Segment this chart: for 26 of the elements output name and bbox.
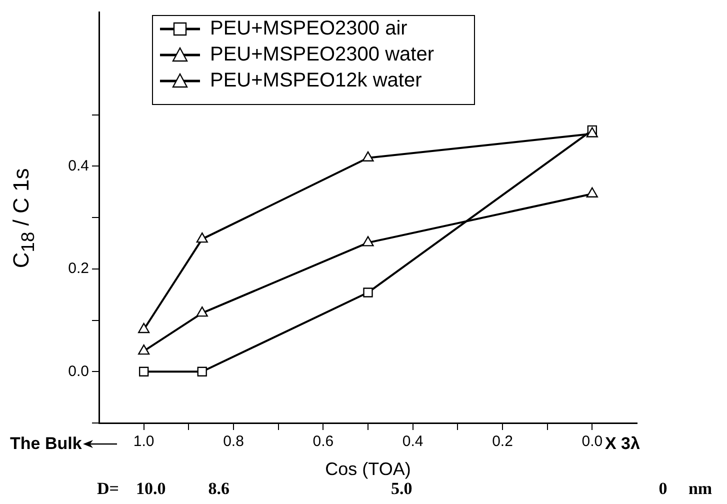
text: D= 10.0 8.6 5.0 0 nm <box>97 479 712 499</box>
text: X 3λ <box>605 434 640 454</box>
y-tick-label: 0.2 <box>68 260 89 278</box>
x-tick-label: 1.0 <box>133 433 154 450</box>
point <box>138 344 150 355</box>
x-tick-label: 0.0 <box>582 433 603 450</box>
point <box>196 306 208 317</box>
legend-label: PEU+MSPEO2300 air <box>210 18 408 40</box>
point <box>362 236 374 246</box>
y-tick-label: 0.4 <box>68 157 89 174</box>
point <box>362 151 374 162</box>
x-tick-label: 0.8 <box>223 433 244 450</box>
text: The Bulk <box>10 434 82 454</box>
y-tick-label: 0.0 <box>68 362 89 380</box>
point <box>197 366 207 376</box>
x-axis-title: Cos (TOA) <box>325 459 411 480</box>
legend-label: PEU+MSPEO12k water <box>210 70 422 92</box>
x-tick-label: 0.4 <box>402 433 424 450</box>
point <box>138 322 150 334</box>
point <box>138 366 149 376</box>
x-tick-label: 0.2 <box>492 433 513 450</box>
x-tick-label: 0.6 <box>312 433 334 450</box>
legend-label: PEU+MSPEO2300 water <box>210 44 434 66</box>
point <box>363 288 373 298</box>
point <box>586 187 598 198</box>
point <box>196 232 208 243</box>
